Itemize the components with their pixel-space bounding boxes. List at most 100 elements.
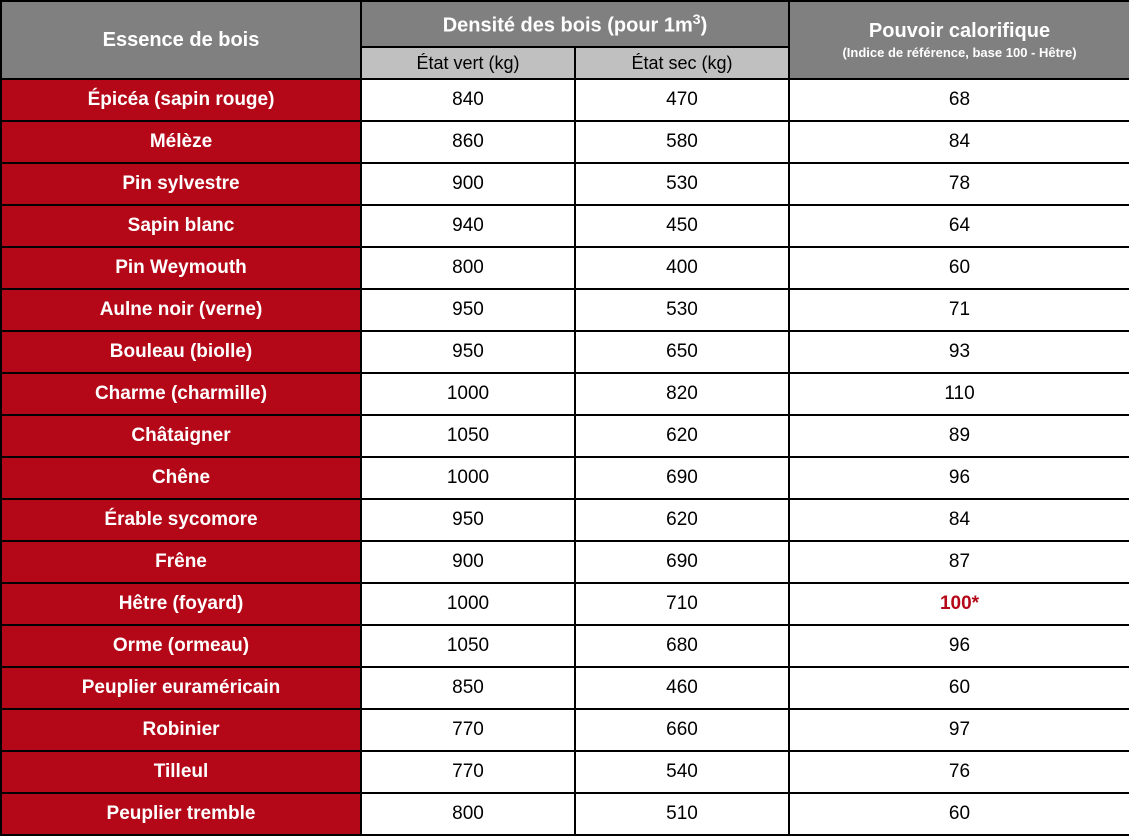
cell-etat-vert: 800 bbox=[361, 793, 575, 835]
cell-pouvoir: 60 bbox=[789, 247, 1129, 289]
cell-etat-sec: 660 bbox=[575, 709, 789, 751]
cell-essence: Érable sycomore bbox=[1, 499, 361, 541]
cell-pouvoir: 60 bbox=[789, 793, 1129, 835]
table-row: Mélèze86058084 bbox=[1, 121, 1129, 163]
cell-etat-vert: 900 bbox=[361, 163, 575, 205]
cell-pouvoir: 96 bbox=[789, 457, 1129, 499]
table-row: Hêtre (foyard)1000710100* bbox=[1, 583, 1129, 625]
table-row: Épicéa (sapin rouge)84047068 bbox=[1, 79, 1129, 121]
cell-etat-vert: 840 bbox=[361, 79, 575, 121]
cell-etat-sec: 620 bbox=[575, 415, 789, 457]
header-densite-label: Densité des bois (pour 1m bbox=[443, 14, 693, 36]
table-row: Pin Weymouth80040060 bbox=[1, 247, 1129, 289]
cell-etat-vert: 770 bbox=[361, 751, 575, 793]
table-row: Tilleul77054076 bbox=[1, 751, 1129, 793]
cell-pouvoir: 84 bbox=[789, 121, 1129, 163]
cell-pouvoir: 110 bbox=[789, 373, 1129, 415]
header-pouvoir-sub: (Indice de référence, base 100 - Hêtre) bbox=[790, 45, 1129, 60]
cell-etat-sec: 690 bbox=[575, 541, 789, 583]
cell-etat-vert: 940 bbox=[361, 205, 575, 247]
cell-essence: Peuplier tremble bbox=[1, 793, 361, 835]
cell-pouvoir: 68 bbox=[789, 79, 1129, 121]
cell-essence: Mélèze bbox=[1, 121, 361, 163]
cell-essence: Pin sylvestre bbox=[1, 163, 361, 205]
cell-etat-vert: 800 bbox=[361, 247, 575, 289]
cell-etat-sec: 680 bbox=[575, 625, 789, 667]
cell-etat-vert: 1000 bbox=[361, 583, 575, 625]
table-row: Sapin blanc94045064 bbox=[1, 205, 1129, 247]
cell-essence: Chêne bbox=[1, 457, 361, 499]
cell-etat-sec: 820 bbox=[575, 373, 789, 415]
table-header: Essence de bois Densité des bois (pour 1… bbox=[1, 1, 1129, 79]
cell-etat-sec: 400 bbox=[575, 247, 789, 289]
header-essence-label: Essence de bois bbox=[103, 29, 260, 51]
cell-etat-sec: 470 bbox=[575, 79, 789, 121]
table-body: Épicéa (sapin rouge)84047068Mélèze860580… bbox=[1, 79, 1129, 835]
cell-essence: Châtaigner bbox=[1, 415, 361, 457]
cell-essence: Peuplier euraméricain bbox=[1, 667, 361, 709]
cell-etat-sec: 510 bbox=[575, 793, 789, 835]
cell-etat-sec: 540 bbox=[575, 751, 789, 793]
cell-essence: Robinier bbox=[1, 709, 361, 751]
cell-etat-vert: 770 bbox=[361, 709, 575, 751]
cell-etat-sec: 530 bbox=[575, 163, 789, 205]
cell-etat-vert: 1000 bbox=[361, 373, 575, 415]
cell-pouvoir: 84 bbox=[789, 499, 1129, 541]
table-row: Chêne100069096 bbox=[1, 457, 1129, 499]
cell-pouvoir: 96 bbox=[789, 625, 1129, 667]
header-etat-vert-label: État vert (kg) bbox=[416, 53, 519, 73]
table-row: Orme (ormeau)105068096 bbox=[1, 625, 1129, 667]
header-etat-sec-label: État sec (kg) bbox=[631, 53, 732, 73]
table-row: Pin sylvestre90053078 bbox=[1, 163, 1129, 205]
cell-pouvoir: 76 bbox=[789, 751, 1129, 793]
cell-etat-sec: 450 bbox=[575, 205, 789, 247]
table-row: Peuplier euraméricain85046060 bbox=[1, 667, 1129, 709]
cell-pouvoir: 93 bbox=[789, 331, 1129, 373]
cell-etat-vert: 950 bbox=[361, 499, 575, 541]
cell-etat-vert: 1050 bbox=[361, 625, 575, 667]
cell-pouvoir: 89 bbox=[789, 415, 1129, 457]
table-row: Bouleau (biolle)95065093 bbox=[1, 331, 1129, 373]
cell-etat-sec: 580 bbox=[575, 121, 789, 163]
cell-etat-sec: 710 bbox=[575, 583, 789, 625]
cell-etat-vert: 1000 bbox=[361, 457, 575, 499]
table-row: Aulne noir (verne)95053071 bbox=[1, 289, 1129, 331]
cell-etat-vert: 900 bbox=[361, 541, 575, 583]
cell-pouvoir: 71 bbox=[789, 289, 1129, 331]
header-densite-sup: 3 bbox=[693, 11, 701, 27]
cell-etat-sec: 530 bbox=[575, 289, 789, 331]
table-row: Robinier77066097 bbox=[1, 709, 1129, 751]
cell-essence: Pin Weymouth bbox=[1, 247, 361, 289]
table-row: Érable sycomore95062084 bbox=[1, 499, 1129, 541]
cell-etat-sec: 460 bbox=[575, 667, 789, 709]
cell-etat-sec: 620 bbox=[575, 499, 789, 541]
cell-essence: Tilleul bbox=[1, 751, 361, 793]
cell-etat-vert: 1050 bbox=[361, 415, 575, 457]
cell-essence: Épicéa (sapin rouge) bbox=[1, 79, 361, 121]
table-row: Charme (charmille)1000820110 bbox=[1, 373, 1129, 415]
table-row: Châtaigner105062089 bbox=[1, 415, 1129, 457]
cell-etat-vert: 850 bbox=[361, 667, 575, 709]
cell-pouvoir: 60 bbox=[789, 667, 1129, 709]
cell-essence: Hêtre (foyard) bbox=[1, 583, 361, 625]
cell-essence: Orme (ormeau) bbox=[1, 625, 361, 667]
table-row: Frêne90069087 bbox=[1, 541, 1129, 583]
cell-pouvoir: 64 bbox=[789, 205, 1129, 247]
cell-pouvoir: 78 bbox=[789, 163, 1129, 205]
cell-etat-sec: 650 bbox=[575, 331, 789, 373]
table-row: Peuplier tremble80051060 bbox=[1, 793, 1129, 835]
wood-density-table: Essence de bois Densité des bois (pour 1… bbox=[0, 0, 1129, 836]
cell-pouvoir: 100* bbox=[789, 583, 1129, 625]
header-pouvoir: Pouvoir calorifique (Indice de référence… bbox=[789, 1, 1129, 79]
cell-etat-vert: 950 bbox=[361, 331, 575, 373]
header-etat-vert: État vert (kg) bbox=[361, 47, 575, 79]
header-pouvoir-main: Pouvoir calorifique bbox=[790, 20, 1129, 43]
cell-essence: Frêne bbox=[1, 541, 361, 583]
header-essence: Essence de bois bbox=[1, 1, 361, 79]
header-etat-sec: État sec (kg) bbox=[575, 47, 789, 79]
cell-essence: Bouleau (biolle) bbox=[1, 331, 361, 373]
cell-etat-sec: 690 bbox=[575, 457, 789, 499]
cell-pouvoir: 97 bbox=[789, 709, 1129, 751]
cell-pouvoir: 87 bbox=[789, 541, 1129, 583]
cell-etat-vert: 860 bbox=[361, 121, 575, 163]
